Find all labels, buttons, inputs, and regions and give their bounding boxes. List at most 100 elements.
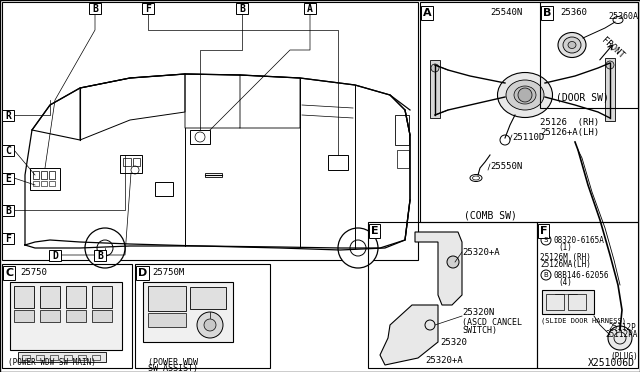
Text: (SLIDE DOOR HARNESS): (SLIDE DOOR HARNESS) [541,318,626,324]
Ellipse shape [506,80,544,110]
Bar [14,286,34,308]
Text: B: B [543,8,552,18]
Text: (DOOR SW): (DOOR SW) [556,92,609,102]
Text: 25320+A: 25320+A [425,356,463,365]
Ellipse shape [497,73,552,118]
Bar [41,181,47,186]
Text: 25126MA(LH): 25126MA(LH) [540,260,591,269]
Bar [605,58,615,121]
Text: B: B [239,4,245,14]
Bar [368,222,537,368]
Bar [64,355,72,360]
Text: 25126  (RH): 25126 (RH) [540,118,599,127]
Text: (4): (4) [558,278,572,287]
Text: FRONT: FRONT [600,36,626,61]
Text: R: R [5,111,11,121]
Text: (PLUG): (PLUG) [610,352,637,361]
Bar [33,171,39,179]
Text: (POWER WDW SW MAIN): (POWER WDW SW MAIN) [8,358,96,367]
Text: 25126+A(LH): 25126+A(LH) [540,128,599,137]
Bar [395,115,409,145]
Circle shape [85,228,125,268]
Text: C: C [5,268,13,278]
Text: X251006D: X251006D [588,358,635,368]
Text: 25750M: 25750M [152,268,184,277]
Bar [430,60,440,118]
Text: D: D [138,268,147,278]
Text: C: C [5,146,11,156]
Circle shape [518,88,532,102]
Bar [2,173,14,184]
Bar [420,2,638,222]
Bar [40,286,60,308]
Bar [542,290,594,314]
Bar [236,3,248,14]
Polygon shape [415,232,462,305]
Bar [142,3,154,14]
Bar [568,294,586,310]
Text: F: F [145,4,151,14]
Text: (ASCD CANCEL: (ASCD CANCEL [462,318,522,327]
Text: 25320+A: 25320+A [462,248,500,257]
Text: B: B [92,4,98,14]
Text: 25750: 25750 [20,268,47,277]
Text: A: A [423,8,431,18]
Text: (POWER WDW: (POWER WDW [148,358,198,367]
Bar [50,355,58,360]
Circle shape [606,61,614,69]
Circle shape [204,319,216,331]
Bar [33,181,39,186]
Bar [94,250,106,261]
Circle shape [431,64,439,72]
Text: B: B [97,251,103,261]
Bar [133,158,140,166]
Bar [2,110,14,121]
Bar [41,171,47,179]
Polygon shape [380,305,438,365]
Text: S: S [544,237,548,243]
Text: D: D [52,251,58,261]
Ellipse shape [568,42,576,48]
Bar [397,150,409,168]
Bar [2,205,14,216]
Text: 25360: 25360 [560,8,587,17]
Bar [304,3,316,14]
Text: 25112P: 25112P [608,323,636,332]
Text: 08320-6165A: 08320-6165A [553,236,604,245]
Text: 08B146-62056: 08B146-62056 [553,271,609,280]
Bar [155,182,173,196]
Bar [148,286,186,311]
Bar [92,355,100,360]
Bar [89,3,101,14]
Circle shape [197,312,223,338]
Bar [49,250,61,261]
Bar [143,282,233,342]
Bar [540,2,638,108]
Bar [36,355,44,360]
Bar [328,155,348,170]
Text: 25126M (RH): 25126M (RH) [540,253,591,262]
Bar [123,158,131,166]
Bar [22,355,30,360]
Text: 25320N: 25320N [462,308,494,317]
Bar [120,155,142,173]
Text: (1): (1) [558,243,572,252]
Text: F: F [540,226,547,236]
Bar [66,310,86,322]
Bar [190,287,226,309]
Ellipse shape [514,86,536,104]
Bar [205,173,222,177]
Circle shape [447,256,459,268]
Text: SW ASSIST): SW ASSIST) [148,364,198,372]
Bar [2,264,132,368]
Text: 25320: 25320 [440,338,467,347]
Bar [92,310,112,322]
Bar [30,168,60,190]
Bar [18,352,106,362]
Bar [66,286,86,308]
Text: 25550N: 25550N [490,162,522,171]
Text: B: B [5,206,11,216]
Ellipse shape [558,32,586,58]
Bar [537,222,638,368]
Bar [78,355,86,360]
